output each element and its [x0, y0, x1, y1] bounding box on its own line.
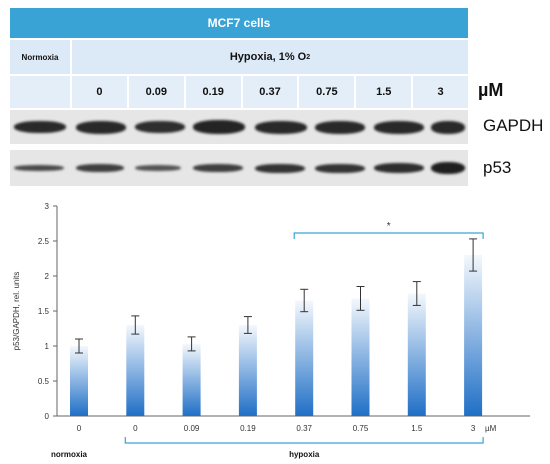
bar: [295, 300, 314, 416]
y-axis-label: p53/GAPDH, rel. units: [12, 272, 21, 351]
bar: [238, 325, 257, 416]
dose-label: 0.37: [259, 86, 281, 98]
bar-chart: 0 0.5 1 1.5 2 2.5 3 p53/GAPDH, rel. units 0 0 0.09…: [12, 202, 530, 459]
dose-label: 0: [96, 86, 103, 98]
x-tick-label: 0.19: [240, 424, 256, 433]
unit-label: µM: [478, 80, 504, 100]
blot-band: [135, 165, 181, 171]
dose-cell: 1.5: [356, 76, 412, 108]
title-text: MCF7 cells: [207, 16, 271, 30]
p53-label: p53: [483, 158, 512, 177]
dose-cell: 0: [72, 76, 127, 108]
y-tick-label: 0: [45, 412, 50, 421]
blot-band: [193, 120, 245, 134]
y-tick-label: 1.5: [38, 307, 50, 316]
x-tick-label: 1.5: [411, 424, 423, 433]
y-tick-label: 0.5: [38, 377, 50, 386]
normoxia-label: Normoxia: [21, 52, 59, 62]
blot-band: [193, 164, 243, 172]
blot-band: [374, 120, 424, 134]
gapdh-blot: [10, 110, 468, 144]
blot-band: [135, 121, 185, 133]
blot-band: [76, 120, 126, 134]
dose-cell: 0.37: [242, 76, 298, 108]
dose-cell: 0.09: [128, 76, 184, 108]
x-tick-label: 0: [133, 424, 138, 433]
bar: [464, 255, 483, 416]
y-tick-label: 1: [45, 342, 50, 351]
y-tick-label: 3: [45, 202, 50, 211]
y-tick-label: 2.5: [38, 237, 50, 246]
dose-row: 0 0.09 0.19 0.37 0.75 1.5 3: [10, 76, 469, 108]
hypoxia-bracket: [124, 437, 484, 444]
bar: [182, 343, 201, 416]
blot-band: [76, 164, 124, 172]
title-banner: MCF7 cells: [10, 8, 468, 38]
hypoxia-label: Hypoxia, 1% O: [229, 51, 307, 63]
blot-band: [374, 163, 424, 173]
x-unit-label: µM: [485, 424, 497, 433]
gapdh-label: GAPDH: [483, 116, 544, 135]
x-tick-label: 0.75: [353, 424, 369, 433]
bar: [70, 346, 88, 416]
blot-band: [14, 165, 64, 171]
blot-band: [255, 163, 305, 173]
dose-label: 0.75: [316, 86, 338, 98]
dose-label: 1.5: [376, 86, 392, 98]
dose-cell: 0.75: [299, 76, 355, 108]
group-label-normoxia: normoxia: [51, 450, 88, 459]
p53-blot: [10, 150, 468, 186]
blot-band: [315, 163, 365, 173]
normoxia-cell: Normoxia: [10, 40, 70, 74]
group-label-hypoxia: hypoxia: [289, 450, 320, 459]
blot-band: [431, 120, 465, 134]
blot-band: [431, 162, 465, 174]
blot-band: [14, 121, 66, 133]
dose-label: 0.19: [202, 86, 224, 98]
dose-label: 0.09: [145, 86, 167, 98]
bar: [126, 325, 145, 416]
x-tick-label: 0: [77, 424, 82, 433]
bar: [407, 293, 426, 416]
blot-band: [315, 120, 365, 134]
significance-bracket: [293, 232, 484, 239]
blot-band: [255, 120, 307, 134]
dose-label: 3: [437, 86, 444, 98]
y-tick-label: 2: [45, 272, 50, 281]
hypoxia-subscript: 2: [306, 53, 311, 61]
significance-mark: *: [387, 221, 391, 232]
bar: [351, 298, 370, 416]
x-tick-label: 3: [471, 424, 476, 433]
x-tick-label: 0.09: [184, 424, 200, 433]
x-tick-label: 0.37: [296, 424, 312, 433]
dose-cell: 3: [413, 76, 469, 108]
dose-cell-empty: [10, 76, 70, 108]
dose-cells: 0 0.09 0.19 0.37 0.75 1.5 3: [72, 76, 469, 108]
dose-cell: 0.19: [185, 76, 241, 108]
